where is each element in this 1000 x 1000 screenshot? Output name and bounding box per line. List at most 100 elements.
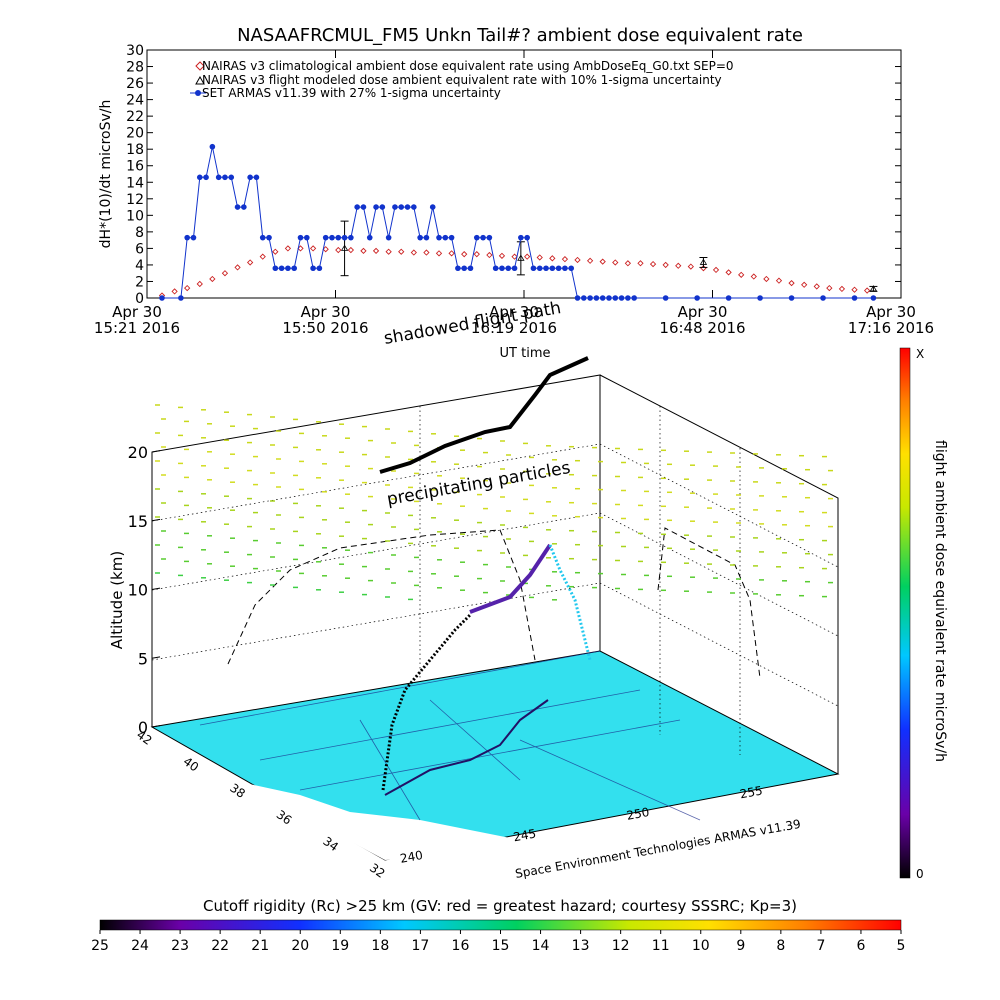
legend-item-set-armas: SET ARMAS v11.39 with 27% 1-sigma uncert… bbox=[190, 86, 501, 100]
armas-point bbox=[392, 204, 398, 210]
armas-point bbox=[480, 234, 486, 241]
legend-diamond-marker bbox=[195, 61, 205, 71]
armas-point bbox=[247, 174, 253, 181]
legend-label: NAIRAS v3 flight modeled dose ambient eq… bbox=[202, 73, 722, 87]
armas-point bbox=[411, 204, 417, 210]
y-tick-label: 18 bbox=[126, 142, 144, 158]
nairas-climatological-point bbox=[763, 275, 770, 283]
armas-point bbox=[851, 295, 858, 301]
armas-point bbox=[461, 265, 467, 272]
nairas-climatological-point bbox=[675, 262, 682, 269]
armas-point bbox=[549, 265, 556, 272]
armas-point bbox=[178, 295, 184, 301]
nairas-climatological-point bbox=[725, 269, 732, 276]
armas-point bbox=[341, 234, 348, 241]
x-tick-label-date: Apr 30 bbox=[678, 303, 728, 321]
nairas-climatological-point bbox=[322, 246, 329, 253]
armas-point bbox=[354, 204, 360, 210]
armas-point bbox=[259, 234, 266, 241]
armas-point bbox=[241, 204, 247, 210]
nairas-climatological-point bbox=[423, 249, 430, 256]
armas-point bbox=[417, 234, 423, 241]
nairas-climatological-point bbox=[662, 261, 669, 269]
armas-point bbox=[329, 234, 335, 241]
x-tick-label-time: 16:48 2016 bbox=[659, 319, 745, 337]
altitude-axis-label: Altitude (km) bbox=[108, 551, 126, 649]
nairas-flight-point bbox=[699, 258, 708, 265]
longitude-tick-label: 255 bbox=[739, 784, 764, 802]
armas-point bbox=[360, 204, 367, 210]
armas-point bbox=[348, 234, 354, 241]
armas-point bbox=[285, 265, 291, 272]
nairas-climatological-point bbox=[221, 270, 229, 277]
flight-path-purple-segment bbox=[469, 543, 552, 614]
nairas-climatological-point bbox=[410, 249, 417, 256]
altitude-tick-label: 0 bbox=[138, 718, 148, 737]
nairas-climatological-point bbox=[473, 251, 480, 258]
colorbar-tick-label: 19 bbox=[331, 938, 349, 954]
legend-item-nairas-climatological: NAIRAS v3 climatological ambient dose eq… bbox=[195, 59, 734, 73]
legend-circle-marker bbox=[195, 90, 201, 96]
legend-item-nairas-flight: NAIRAS v3 flight modeled dose ambient eq… bbox=[195, 73, 722, 87]
armas-point bbox=[499, 265, 505, 272]
armas-point bbox=[562, 265, 568, 272]
nairas-climatological-point bbox=[637, 260, 644, 267]
box-right-wall-top bbox=[599, 374, 839, 774]
y-tick-label: 26 bbox=[126, 76, 144, 92]
altitude-tick-mark bbox=[151, 518, 161, 522]
armas-point bbox=[568, 265, 575, 272]
nairas-climatological-point bbox=[599, 258, 606, 265]
nairas-climatological-point bbox=[385, 248, 392, 255]
armas-point bbox=[379, 204, 386, 210]
nairas-climatological-point bbox=[574, 256, 581, 264]
nairas-climatological-point bbox=[524, 253, 531, 260]
armas-point bbox=[612, 295, 619, 301]
nairas-flight-point bbox=[869, 285, 878, 292]
nairas-climatological-point bbox=[498, 252, 506, 259]
nairas-climatological-point bbox=[775, 277, 783, 284]
armas-point bbox=[404, 204, 411, 210]
y-tick-label: 2 bbox=[135, 274, 144, 290]
series-nairas-flight-modeled bbox=[340, 220, 878, 292]
y-tick-label: 8 bbox=[135, 225, 144, 241]
armas-point bbox=[385, 234, 392, 241]
y-axis-label: dH*(10)/dt microSv/h bbox=[98, 100, 114, 249]
armas-point bbox=[606, 295, 612, 301]
nairas-climatological-point bbox=[851, 286, 858, 293]
flight-path-lower-black bbox=[381, 613, 472, 791]
nairas-climatological-point bbox=[234, 264, 241, 271]
nairas-climatological-point bbox=[448, 250, 455, 257]
armas-point bbox=[398, 204, 405, 210]
y-tick-label: 12 bbox=[126, 192, 144, 208]
nairas-climatological-point bbox=[360, 247, 367, 255]
nairas-climatological-point bbox=[171, 288, 178, 295]
nairas-climatological-point bbox=[435, 250, 443, 257]
armas-point bbox=[524, 234, 530, 241]
x-tick-label-time: 16:19 2016 bbox=[471, 319, 557, 337]
altitude-axis-ticks: 0 5 10 15 20 bbox=[128, 443, 161, 737]
altitude-tick-mark bbox=[151, 587, 161, 590]
armas-point bbox=[593, 295, 600, 301]
armas-point bbox=[574, 295, 581, 301]
series-nairas-climatological bbox=[158, 245, 871, 299]
nairas-climatological-point bbox=[247, 259, 254, 266]
armas-point bbox=[492, 265, 499, 272]
armas-point bbox=[222, 174, 228, 181]
y-tick-label: 20 bbox=[126, 126, 144, 142]
nairas-climatological-point bbox=[624, 260, 632, 267]
nairas-climatological-point bbox=[813, 283, 820, 290]
armas-point bbox=[870, 295, 877, 301]
armas-point bbox=[694, 295, 700, 301]
nairas-climatological-point bbox=[788, 279, 795, 287]
x-tick-label-time: 17:16 2016 bbox=[848, 319, 934, 337]
series-set-armas bbox=[159, 143, 877, 301]
armas-point bbox=[253, 174, 260, 181]
y-tick-label: 6 bbox=[135, 241, 144, 257]
armas-point bbox=[297, 234, 304, 241]
colorbar-bottom-label: 0 bbox=[916, 867, 924, 881]
nairas-climatological-point bbox=[838, 285, 846, 293]
